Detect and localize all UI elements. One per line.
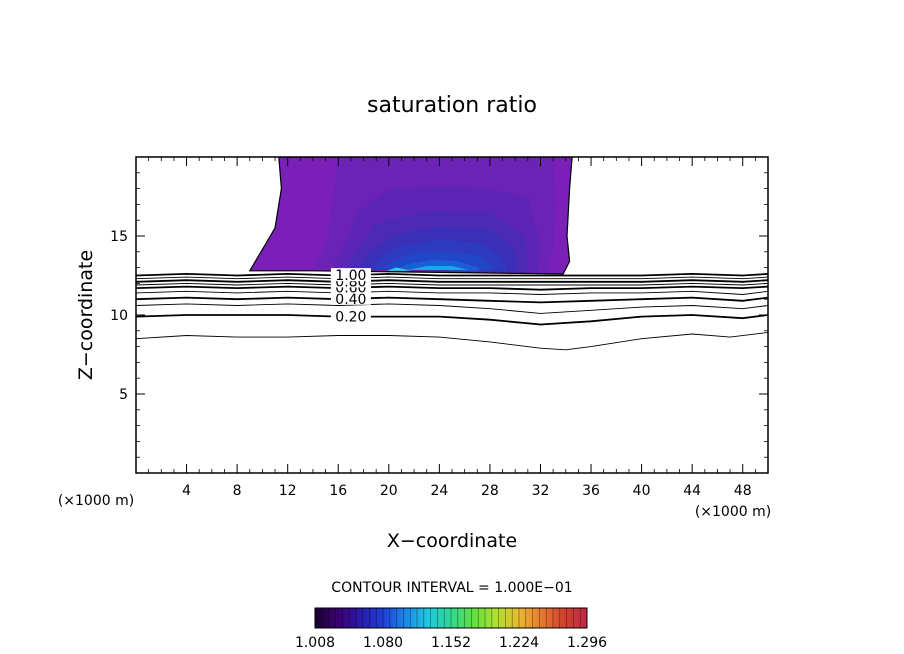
contour-label: 0.40 <box>335 292 366 308</box>
contour-line-1.00 <box>136 272 768 277</box>
x-unit-left: (×1000 m) <box>58 493 134 509</box>
contour-lines <box>136 272 768 351</box>
chart-title: saturation ratio <box>367 93 537 118</box>
x-unit-right: (×1000 m) <box>695 504 771 520</box>
contour-line-0.70 <box>136 282 768 286</box>
x-tick-label: 40 <box>633 483 651 499</box>
x-tick-label: 20 <box>380 483 398 499</box>
contour-line-0.30 <box>136 303 768 314</box>
contour-line-0.10 <box>136 331 768 351</box>
contour-label-bg <box>330 268 371 282</box>
shade-level-7 <box>407 266 469 270</box>
contour-line-0.90 <box>136 276 768 280</box>
contour-line-0.40 <box>136 296 768 304</box>
contour-line-0.20 <box>136 314 768 326</box>
y-tick-label: 10 <box>110 308 128 324</box>
colorbar-tick-label: 1.224 <box>499 635 539 651</box>
contour-line-0.60 <box>136 285 768 291</box>
contour-interval-text: CONTOUR INTERVAL = 1.000E−01 <box>331 580 572 596</box>
x-tick-label: 24 <box>430 483 448 499</box>
y-axis-label: Z−coordinate <box>75 250 97 380</box>
contour-label: 0.20 <box>335 310 366 326</box>
contour-labels: 0.200.400.600.801.00 <box>330 268 371 326</box>
colorbar-tick-label: 1.008 <box>295 635 335 651</box>
x-axis: 4 8 12 16 20 24 28 32 36 40 44 48 <box>148 157 769 499</box>
y-tick-label: 5 <box>119 387 128 403</box>
x-tick-label: 16 <box>329 483 347 499</box>
contour-line-0.80 <box>136 279 768 283</box>
x-tick-label: 44 <box>683 483 701 499</box>
x-tick-label: 12 <box>279 483 297 499</box>
x-tick-label: 28 <box>481 483 499 499</box>
colorbar-ticks: 1.008 1.080 1.152 1.224 1.296 <box>295 608 607 651</box>
contour-label-bg <box>330 291 371 305</box>
shade-level-8 <box>386 267 412 271</box>
y-tick-label: 15 <box>110 229 128 245</box>
contour-label: 1.00 <box>335 268 366 284</box>
x-axis-label: X−coordinate <box>387 530 517 552</box>
x-tick-label: 32 <box>532 483 550 499</box>
shaded-region <box>248 157 573 275</box>
colorbar-tick-label: 1.080 <box>363 635 403 651</box>
contour-label-bg <box>330 309 371 323</box>
colorbar-tick-label: 1.296 <box>567 635 607 651</box>
x-tick-label: 8 <box>233 483 242 499</box>
x-tick-label: 36 <box>582 483 600 499</box>
colorbar-tick-label: 1.152 <box>431 635 471 651</box>
x-tick-label: 48 <box>734 483 752 499</box>
x-tick-label: 4 <box>182 483 191 499</box>
y-axis: 5 10 15 <box>110 156 768 474</box>
contour-line-0.50 <box>136 290 768 295</box>
